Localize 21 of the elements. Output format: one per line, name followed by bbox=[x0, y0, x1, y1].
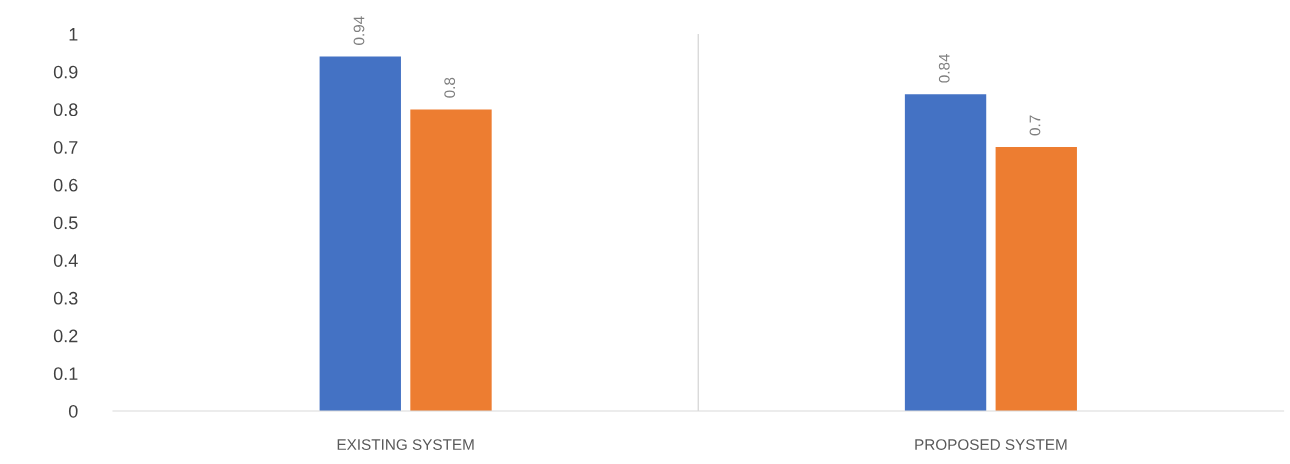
data-label: 0.84 bbox=[938, 53, 950, 83]
bar bbox=[410, 109, 492, 411]
y-tick-label: 0.1 bbox=[53, 367, 78, 381]
y-tick-label: 0.8 bbox=[53, 103, 78, 117]
data-label: 0.94 bbox=[353, 16, 365, 45]
y-tick-label: 0 bbox=[68, 404, 78, 418]
y-tick-label: 0.4 bbox=[53, 254, 78, 267]
y-tick-label: 1 bbox=[69, 28, 78, 41]
y-tick-label: 0.9 bbox=[53, 65, 78, 79]
bar bbox=[319, 56, 401, 411]
y-tick-label: 0.6 bbox=[53, 178, 78, 192]
bar bbox=[995, 147, 1077, 411]
x-tick-label: EXISTING SYSTEM bbox=[337, 439, 474, 450]
y-tick-label: 0.5 bbox=[53, 216, 78, 230]
bar bbox=[904, 94, 987, 411]
y-tick-label: 0.3 bbox=[53, 291, 78, 305]
data-label: 0.7 bbox=[1029, 115, 1041, 136]
data-label: 0.8 bbox=[444, 77, 456, 98]
y-tick-label: 0.2 bbox=[53, 329, 78, 343]
x-tick-label: PROPOSED SYSTEM bbox=[915, 439, 1067, 450]
y-tick-label: 0.7 bbox=[53, 141, 78, 154]
